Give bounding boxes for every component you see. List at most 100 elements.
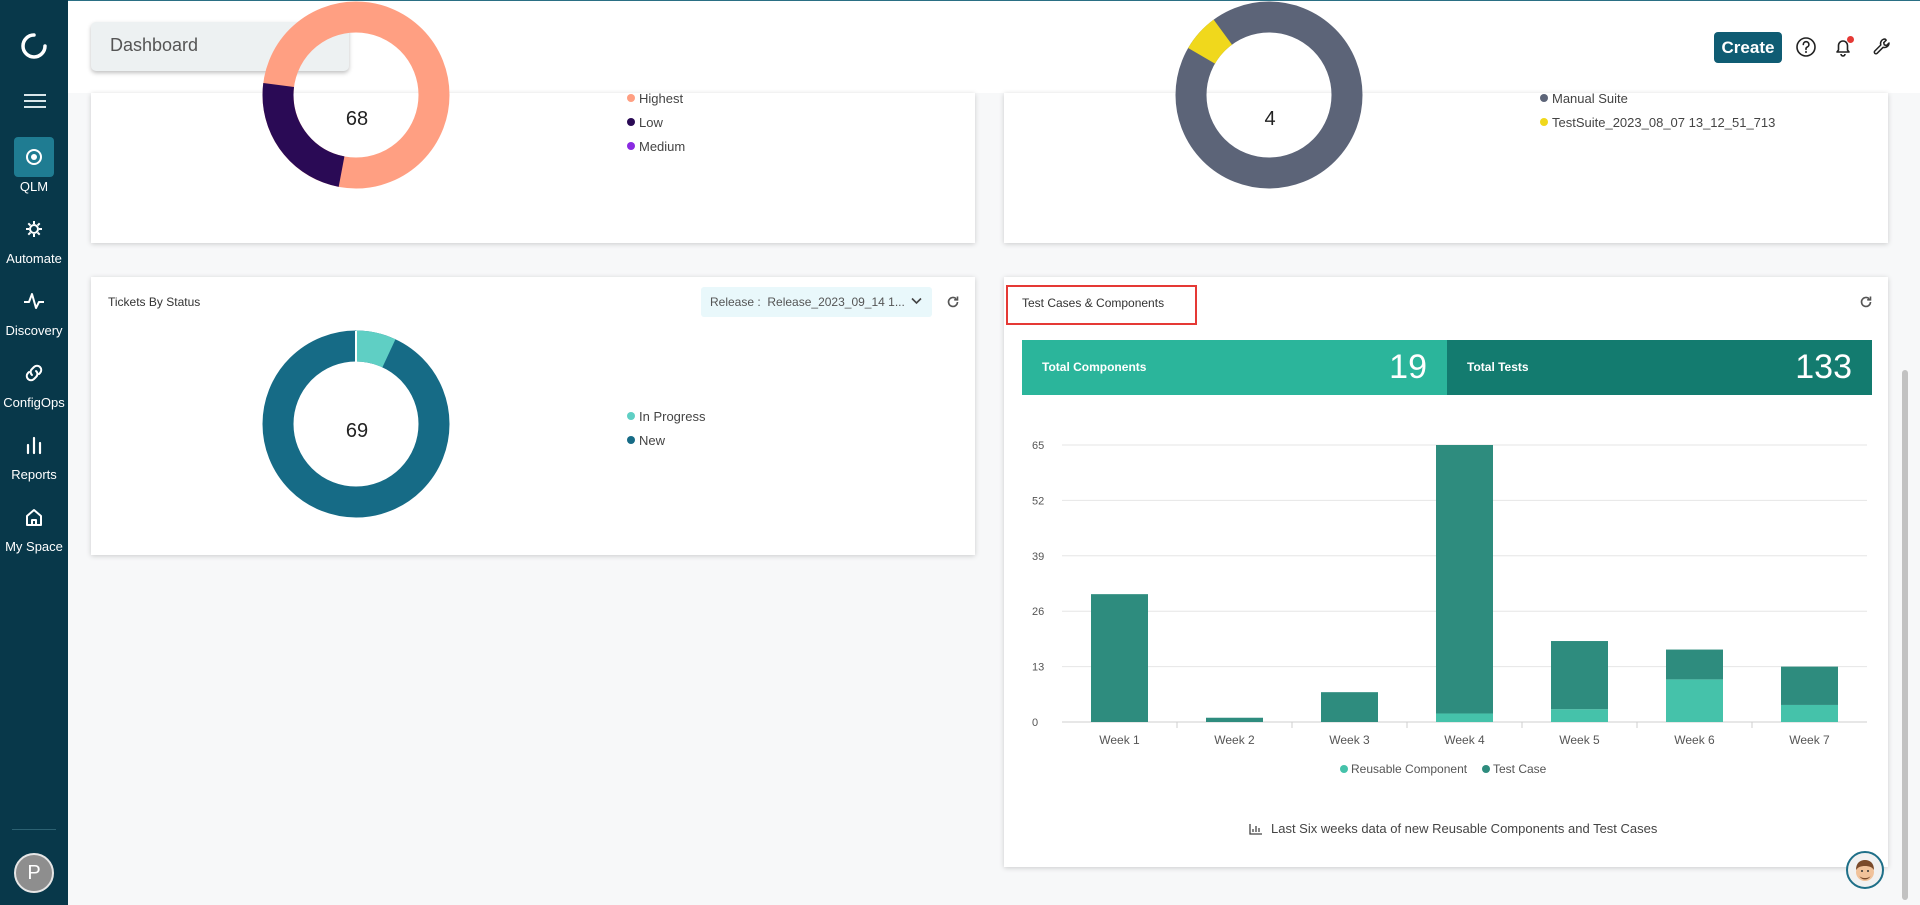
sidebar-item-reports[interactable]: Reports [0,425,68,483]
sidebar-item-configops[interactable]: ConfigOps [0,353,68,411]
legend-dot [627,412,635,420]
bar-reusable-component[interactable] [1436,713,1493,722]
bar-test-case[interactable] [1321,692,1378,722]
bar-test-case[interactable] [1436,445,1493,714]
card-title: Test Cases & Components [1022,296,1165,310]
legend-dot [627,142,635,150]
x-tick-label: Week 5 [1559,733,1600,747]
legend-label[interactable]: Reusable Component [1351,762,1468,776]
card-priority: 68 Highest Low Medium [91,1,975,243]
legend-item[interactable]: Low [627,110,685,134]
donut-center-value: 68 [345,108,369,130]
status-donut-chart [262,330,450,518]
bar-reusable-component[interactable] [1666,679,1723,722]
stat-label: Total Components [1042,360,1147,374]
app-logo-icon[interactable] [19,31,49,61]
bar-reusable-component[interactable] [1781,704,1838,722]
bar-test-case[interactable] [1206,717,1263,722]
suites-legend: Manual Suite TestSuite_2023_08_07 13_12_… [1540,86,1775,134]
y-tick-label: 65 [1032,440,1044,452]
automate-gear-icon [14,209,54,249]
sidebar-item-automate[interactable]: Automate [0,209,68,267]
legend-item[interactable]: Manual Suite [1540,86,1775,110]
help-icon[interactable] [1795,36,1817,58]
chart-footnote: Last Six weeks data of new Reusable Comp… [1249,821,1657,836]
bar-chart-icon [14,425,54,465]
legend-label: Low [639,114,663,130]
y-tick-label: 13 [1032,662,1044,674]
bar-test-case[interactable] [1091,594,1148,722]
weekly-stacked-bar-chart: 0 13 26 39 52 65 Week 1 Week 2 Week 3 Week 4 Week … [1032,440,1867,776]
notification-bell-icon[interactable] [1832,36,1854,58]
chevron-down-icon [911,297,922,305]
card-tickets-by-status: Tickets By Status 69 In Progress New [91,277,975,555]
highlight-annotation-box [1006,285,1197,325]
sidebar-item-label: Reports [11,467,57,482]
donut-center-value: 4 [1264,108,1276,130]
sidebar: QLM Automate Discovery ConfigOps Reports… [0,0,68,905]
release-dropdown[interactable]: Release : Release_2023_09_14 1... [701,287,932,317]
x-tick-label: Week 4 [1444,733,1485,747]
link-icon [14,353,54,393]
x-tick-label: Week 7 [1789,733,1830,747]
bar-test-case[interactable] [1666,649,1723,680]
legend-item[interactable]: New [627,428,705,452]
legend-dot [1540,118,1548,126]
refresh-icon[interactable] [1859,295,1873,309]
legend-item[interactable]: Medium [627,134,685,158]
legend-dot [1540,94,1548,102]
sidebar-item-label: My Space [5,539,63,554]
bar-test-case[interactable] [1551,641,1608,710]
legend-item[interactable]: In Progress [627,404,705,428]
legend-item[interactable]: Highest [627,86,685,110]
sidebar-item-label: QLM [19,179,49,194]
total-components-stat: Total Components 19 [1022,340,1447,395]
donut-slice-low[interactable] [262,1,450,189]
stat-value: 19 [1389,348,1427,386]
stat-label: Total Tests [1467,360,1529,374]
donut-center-value: 69 [345,420,369,442]
bar-reusable-component[interactable] [1551,709,1608,722]
x-tick-label: Week 2 [1214,733,1255,747]
wrench-settings-icon[interactable] [1871,36,1893,58]
activity-pulse-icon [14,281,54,321]
legend-item[interactable]: TestSuite_2023_08_07 13_12_51_713 [1540,110,1775,134]
legend-dot [627,436,635,444]
legend-label: TestSuite_2023_08_07 13_12_51_713 [1552,114,1776,130]
status-legend: In Progress New [627,404,705,452]
sidebar-item-my-space[interactable]: My Space [0,497,68,555]
total-tests-stat: Total Tests 133 [1447,340,1872,395]
y-tick-label: 0 [1032,717,1038,729]
qlm-icon [14,137,54,177]
sidebar-item-label: Discovery [5,323,63,338]
suites-donut-chart [1175,1,1363,189]
donut-slice-manual-suite[interactable] [1175,1,1363,189]
refresh-icon[interactable] [946,295,960,309]
x-tick-label: Week 3 [1329,733,1370,747]
create-button[interactable]: Create [1714,32,1782,63]
menu-hamburger-icon[interactable] [24,94,46,110]
y-tick-label: 26 [1032,606,1044,618]
chat-assistant-avatar[interactable] [1846,851,1884,889]
sidebar-item-label: ConfigOps [3,395,65,410]
release-dropdown-value: Release_2023_09_14 1... [767,295,905,309]
legend-dot [627,94,635,102]
priority-donut-chart [262,1,450,189]
user-avatar[interactable]: P [14,853,54,893]
x-tick-label: Week 1 [1099,733,1140,747]
top-border [68,0,1920,1]
legend-dot [1340,765,1348,773]
legend-label: Highest [639,90,684,106]
legend-label[interactable]: Test Case [1493,762,1547,776]
sidebar-item-qlm[interactable]: QLM [0,137,68,195]
legend-dot [1482,765,1490,773]
page-scrollbar[interactable] [1902,370,1908,900]
x-tick-label: Week 6 [1674,733,1715,747]
card-suites: 4 Manual Suite TestSuite_2023_08_07 13_1… [1004,1,1888,243]
assistant-face-icon [1856,860,1874,881]
stat-value: 133 [1795,348,1852,386]
legend-label: New [639,432,666,448]
priority-legend: Highest Low Medium [627,86,685,158]
sidebar-item-discovery[interactable]: Discovery [0,281,68,339]
bar-test-case[interactable] [1781,666,1838,705]
